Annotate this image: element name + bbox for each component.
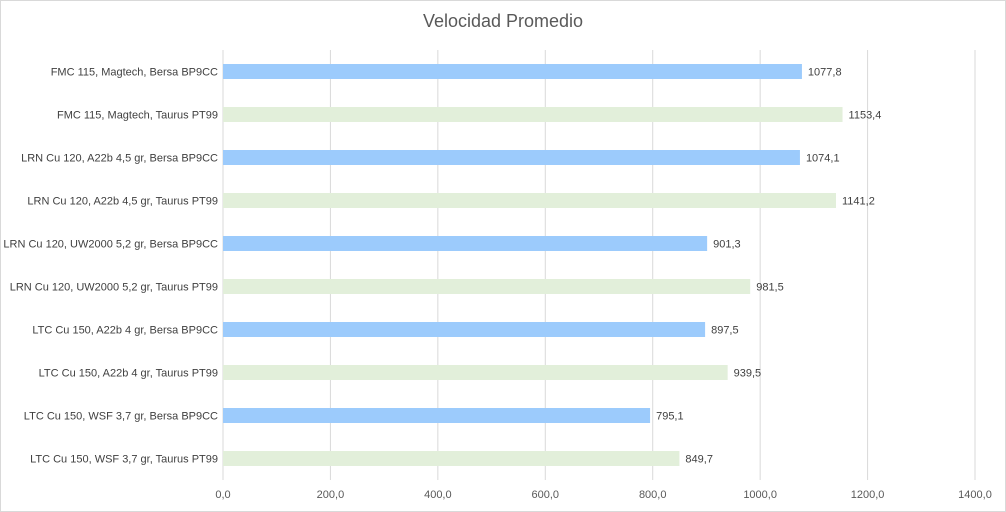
category-label: LRN Cu 120, UW2000 5,2 gr, Taurus PT99: [10, 282, 218, 294]
bar: [223, 150, 800, 165]
category-label: LTC Cu 150, A22b 4 gr, Taurus PT99: [39, 368, 218, 380]
data-label: 1074,1: [806, 153, 840, 165]
bar: [223, 236, 708, 251]
category-label: FMC 115, Magtech, Taurus PT99: [57, 110, 218, 122]
category-label: LRN Cu 120, A22b 4,5 gr, Bersa BP9CC: [21, 153, 218, 165]
data-label: 981,5: [756, 282, 784, 294]
data-label: 939,5: [734, 368, 762, 380]
category-label: FMC 115, Magtech, Bersa BP9CC: [51, 67, 218, 79]
x-tick-label: 600,0: [532, 489, 560, 501]
category-label: LTC Cu 150, A22b 4 gr, Bersa BP9CC: [32, 325, 218, 337]
category-label: LTC Cu 150, WSF 3,7 gr, Bersa BP9CC: [24, 411, 218, 423]
chart-title: Velocidad Promedio: [422, 11, 584, 31]
x-tick-label: 400,0: [424, 489, 452, 501]
x-tick-label: 0,0: [215, 489, 230, 501]
x-tick-label: 1000,0: [743, 489, 777, 501]
bar: [223, 279, 751, 294]
data-label: 901,3: [713, 239, 741, 251]
labels: 0,0 200,0 400,0 600,0 800,0 1000,0 1200,0 1400,…: [3, 67, 991, 502]
bar: [223, 322, 706, 337]
data-label: 1153,4: [849, 110, 882, 122]
bar: [223, 193, 836, 208]
x-tick-label: 200,0: [317, 489, 345, 501]
bar: [223, 451, 680, 466]
bar: [223, 64, 802, 79]
data-label: 1141,2: [842, 196, 875, 208]
data-label: 795,1: [656, 411, 684, 423]
x-tick-label: 1400,0: [958, 489, 992, 501]
bar: [223, 107, 843, 122]
category-label: LRN Cu 120, UW2000 5,2 gr, Bersa BP9CC: [3, 239, 218, 251]
category-label: LRN Cu 120, A22b 4,5 gr, Taurus PT99: [27, 196, 218, 208]
bar: [223, 408, 651, 423]
x-tick-label: 800,0: [639, 489, 667, 501]
x-tick-label: 1200,0: [851, 489, 885, 501]
bars: [223, 64, 843, 466]
data-label: 897,5: [711, 325, 739, 337]
category-label: LTC Cu 150, WSF 3,7 gr, Taurus PT99: [30, 454, 218, 466]
bar: [223, 365, 728, 380]
data-label: 849,7: [685, 454, 713, 466]
data-label: 1077,8: [808, 67, 842, 79]
